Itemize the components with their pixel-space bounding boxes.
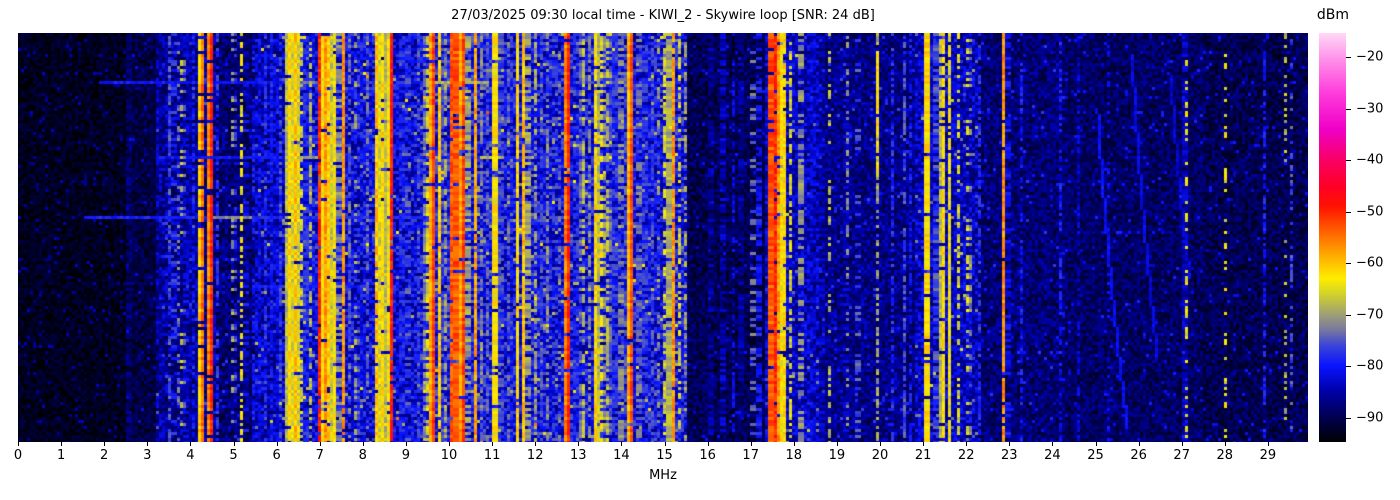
- x-tick-label: 6: [272, 448, 281, 463]
- x-tick-label: 24: [1044, 448, 1061, 463]
- x-tick-mark: [578, 442, 580, 446]
- x-tick-mark: [1267, 442, 1269, 446]
- x-tick-mark: [750, 442, 752, 446]
- colorbar-label: dBm: [1316, 7, 1350, 23]
- colorbar-tick-label: −70: [1356, 307, 1384, 323]
- x-tick-mark: [1224, 442, 1226, 446]
- x-tick-mark: [836, 442, 838, 446]
- x-tick-mark: [1052, 442, 1054, 446]
- x-tick-label: 12: [526, 448, 544, 463]
- x-tick-label: 15: [656, 448, 673, 463]
- x-tick-label: 1: [56, 448, 66, 463]
- x-tick-label: 25: [1087, 448, 1104, 463]
- x-tick-mark: [449, 442, 450, 446]
- x-tick-label: 18: [785, 448, 803, 463]
- chart-title: 27/03/2025 09:30 local time - KIWI_2 - S…: [451, 8, 875, 23]
- colorbar-tick-mark: [1346, 160, 1351, 162]
- x-tick-label: 10: [440, 448, 458, 463]
- colorbar-tick-mark: [1346, 314, 1351, 316]
- x-tick-mark: [880, 442, 881, 446]
- x-tick-label: 2: [100, 448, 109, 463]
- x-tick-label: 0: [13, 448, 23, 463]
- x-tick-mark: [1009, 442, 1011, 446]
- colorbar: [1319, 33, 1346, 442]
- x-tick-mark: [793, 442, 795, 446]
- colorbar-tick-mark: [1346, 263, 1351, 265]
- colorbar-tick-mark: [1346, 108, 1351, 110]
- x-tick-mark: [1181, 442, 1183, 446]
- colorbar-tick-mark: [1346, 417, 1351, 419]
- x-tick-label: 29: [1259, 448, 1277, 463]
- x-tick-mark: [923, 442, 925, 446]
- colorbar-tick-label: −90: [1356, 410, 1384, 426]
- x-tick-label: 19: [828, 448, 846, 463]
- x-tick-label: 8: [358, 448, 367, 463]
- x-tick-label: 16: [699, 448, 716, 463]
- colorbar-tick-label: −50: [1356, 204, 1384, 220]
- x-tick-label: 13: [570, 448, 587, 463]
- x-tick-label: 4: [186, 448, 195, 463]
- colorbar-tick-label: −30: [1356, 101, 1384, 117]
- x-tick-mark: [61, 442, 63, 446]
- x-tick-mark: [319, 442, 321, 446]
- x-tick-label: 20: [871, 448, 889, 463]
- x-tick-mark: [233, 442, 235, 446]
- x-tick-mark: [621, 442, 623, 446]
- colorbar-tick-label: −60: [1356, 255, 1384, 271]
- x-tick-mark: [147, 442, 149, 446]
- x-tick-mark: [707, 442, 709, 446]
- x-tick-mark: [276, 442, 278, 446]
- x-tick-label: 7: [315, 448, 324, 463]
- x-tick-mark: [1095, 442, 1097, 446]
- x-tick-mark: [966, 442, 968, 446]
- x-tick-label: 22: [957, 448, 975, 463]
- colorbar-tick-label: −40: [1356, 152, 1384, 168]
- x-tick-mark: [104, 442, 106, 446]
- x-tick-mark: [535, 442, 537, 446]
- colorbar-tick-label: −20: [1356, 49, 1384, 65]
- x-tick-mark: [18, 442, 19, 446]
- colorbar-tick-mark: [1346, 57, 1351, 59]
- x-tick-label: 14: [613, 448, 630, 463]
- x-tick-mark: [405, 442, 407, 446]
- colorbar-tick-label: −80: [1356, 358, 1384, 374]
- x-tick-label: 23: [1001, 448, 1018, 463]
- x-tick-mark: [190, 442, 192, 446]
- colorbar-tick-mark: [1346, 211, 1351, 213]
- x-tick-label: 26: [1130, 448, 1147, 463]
- x-axis-label: MHz: [649, 468, 677, 483]
- x-tick-mark: [664, 442, 666, 446]
- x-tick-label: 17: [742, 448, 759, 463]
- spectrogram-canvas: [18, 33, 1308, 442]
- x-tick-label: 9: [401, 448, 411, 463]
- x-tick-label: 28: [1216, 448, 1234, 463]
- x-tick-label: 27: [1173, 448, 1190, 463]
- x-tick-label: 3: [143, 448, 152, 463]
- x-tick-mark: [362, 442, 364, 446]
- x-tick-label: 21: [914, 448, 932, 463]
- colorbar-tick-mark: [1346, 366, 1351, 368]
- x-tick-label: 5: [229, 448, 238, 463]
- x-tick-mark: [1138, 442, 1140, 446]
- x-tick-mark: [492, 442, 494, 446]
- x-tick-label: 11: [483, 448, 501, 463]
